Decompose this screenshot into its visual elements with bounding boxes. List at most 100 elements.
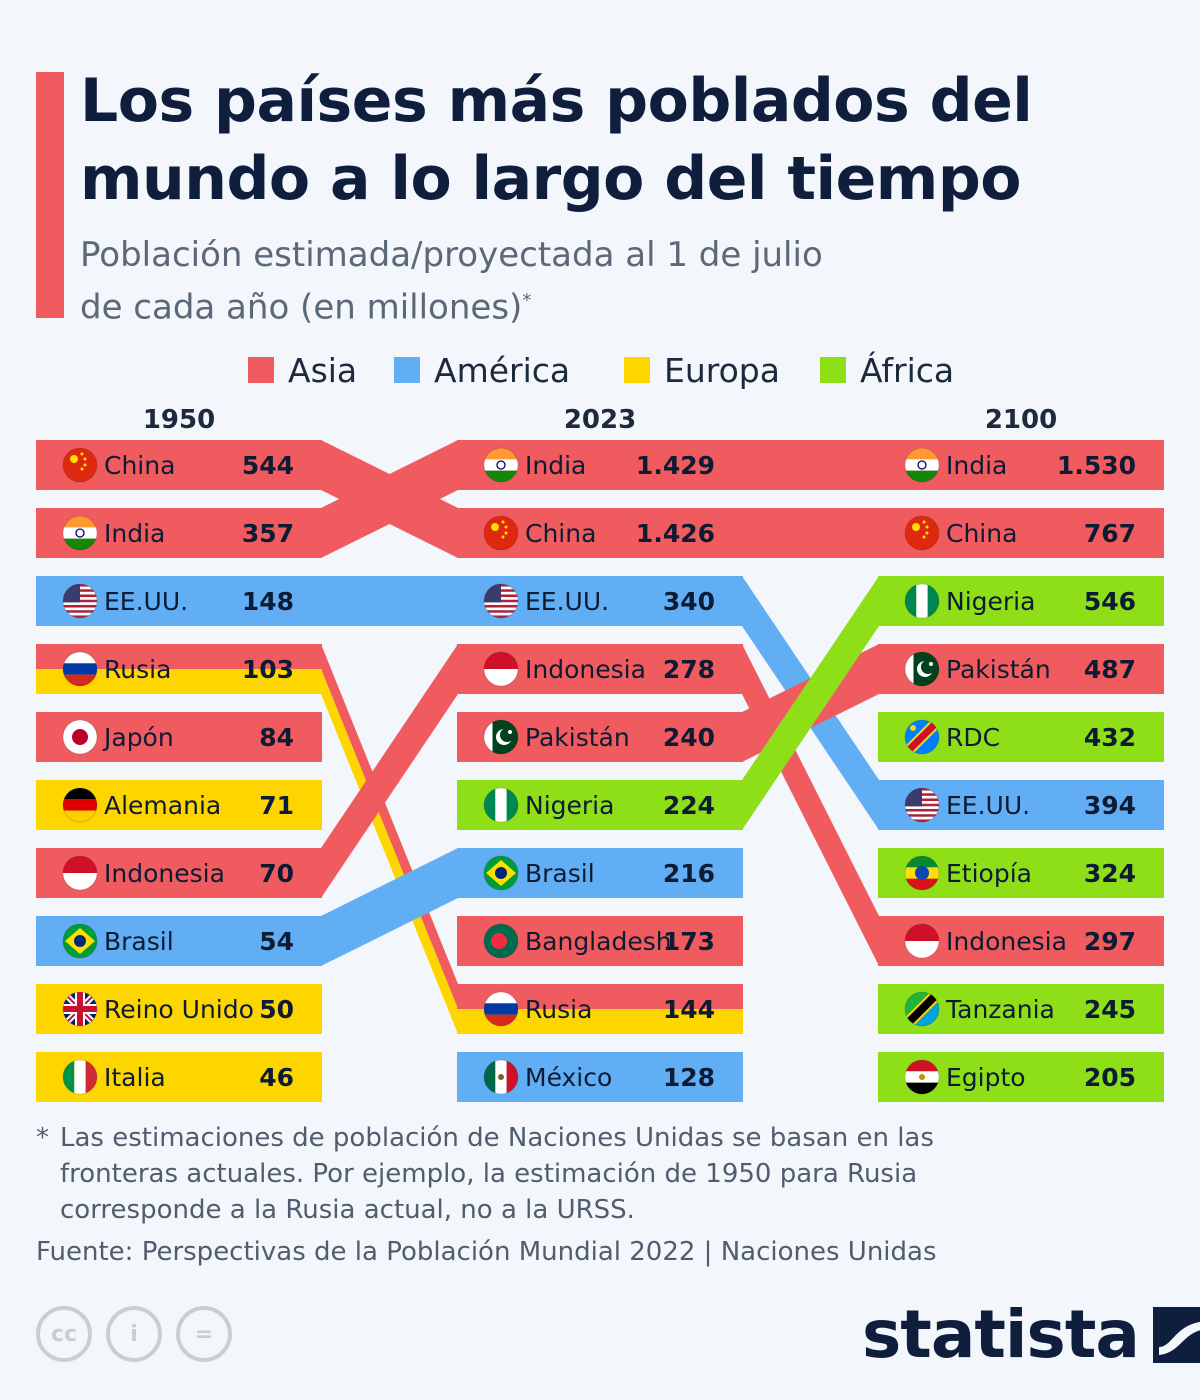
value-label-1950-japon: 84 (259, 723, 294, 752)
value-label-2023-china: 1.426 (636, 519, 715, 548)
footnote-line-2: fronteras actuales. Por ejemplo, la esti… (60, 1159, 918, 1189)
pakistan-flag-icon (904, 651, 940, 687)
country-label-2023-rusia: Rusia (525, 995, 592, 1024)
legend-label-africa: África (860, 350, 955, 390)
row-2023-china: China 1.426 (457, 508, 743, 558)
value-label-2023-rusia: 144 (663, 995, 715, 1024)
value-label-2100-india: 1.530 (1057, 451, 1136, 480)
nigeria-flag-icon (904, 583, 940, 619)
connector-indonesia-1950-2023 (321, 644, 458, 898)
license-icons: cc i = (36, 1306, 232, 1362)
value-label-2100-ee-uu: 394 (1084, 791, 1136, 820)
row-2023-ee-uu: EE.UU. 340 (457, 576, 743, 626)
russia-flag-icon (62, 651, 98, 687)
value-label-1950-rusia: 103 (242, 655, 294, 684)
country-label-1950-indonesia: Indonesia (104, 859, 225, 888)
country-label-2100-india: India (946, 451, 1007, 480)
subtitle-line-1: Población estimada/proyectada al 1 de ju… (80, 235, 823, 275)
row-2100-pakistan: Pakistán 487 (878, 644, 1164, 694)
row-2023-pakistan: Pakistán 240 (457, 712, 743, 762)
value-label-2100-egipto: 205 (1084, 1063, 1136, 1092)
value-label-1950-indonesia: 70 (259, 859, 294, 888)
country-label-2023-indonesia: Indonesia (525, 655, 646, 684)
statista-logo[interactable]: statista (862, 1296, 1200, 1373)
title-accent-bar (36, 72, 64, 318)
subtitle-footnote-mark: * (522, 290, 532, 311)
value-label-2023-indonesia: 278 (663, 655, 715, 684)
brazil-flag-icon (483, 855, 519, 891)
indonesia-flag-icon (62, 855, 98, 891)
row-2023-india: India 1.429 (457, 440, 743, 490)
value-label-2023-brasil: 216 (663, 859, 715, 888)
statista-mark-icon (1152, 1306, 1200, 1363)
connector-india-2023-2100 (742, 440, 879, 490)
country-label-2100-pakistan: Pakistán (946, 655, 1051, 684)
china-flag-icon (904, 515, 940, 551)
china-flag-icon (483, 515, 519, 551)
country-label-2100-nigeria: Nigeria (946, 587, 1035, 616)
attribution-icon[interactable]: i (106, 1306, 162, 1362)
connector-india-1950-2023 (321, 440, 458, 558)
no-derivatives-icon[interactable]: = (176, 1306, 232, 1362)
title-line-1: Los países más poblados del (80, 66, 1033, 136)
row-1950-india: India 357 (36, 508, 322, 558)
country-label-2023-mexico: México (525, 1063, 612, 1092)
india-flag-icon (904, 447, 940, 483)
subtitle-line-2: de cada año (en millones) (80, 287, 523, 328)
title-line-2: mundo a lo largo del tiempo (80, 144, 1022, 214)
row-1950-italia: Italia 46 (36, 1052, 322, 1102)
value-label-2023-ee-uu: 340 (663, 587, 715, 616)
row-2023-brasil: Brasil 216 (457, 848, 743, 898)
ethiopia-flag-icon (904, 855, 940, 891)
connector-rusia-1950-2023 (321, 644, 458, 1009)
value-label-1950-brasil: 54 (259, 927, 294, 956)
row-2100-nigeria: Nigeria 546 (878, 576, 1164, 626)
brand-name: statista (862, 1296, 1140, 1373)
nigeria-flag-icon (483, 787, 519, 823)
bangladesh-flag-icon (483, 923, 519, 959)
row-2100-etiopia: Etiopía 324 (878, 848, 1164, 898)
value-label-2100-pakistan: 487 (1084, 655, 1136, 684)
mexico-flag-icon (483, 1059, 519, 1095)
pakistan-flag-icon (483, 719, 519, 755)
country-label-2100-china: China (946, 519, 1017, 548)
value-label-2100-etiopia: 324 (1084, 859, 1136, 888)
legend-label-asia: Asia (288, 350, 358, 390)
row-2100-india: India 1.530 (878, 440, 1164, 490)
country-label-2023-china: China (525, 519, 596, 548)
legend-item-africa: África (820, 345, 954, 395)
value-label-2100-tanzania: 245 (1084, 995, 1136, 1024)
value-label-2100-nigeria: 546 (1084, 587, 1136, 616)
row-1950-reino-unido: Reino Unido 50 (36, 984, 322, 1034)
year-header-1950: 1950 (143, 405, 215, 435)
country-label-2100-rdc: RDC (946, 723, 1000, 752)
row-1950-alemania: Alemania 71 (36, 780, 322, 830)
footnote-line-1: Las estimaciones de población de Nacione… (60, 1123, 934, 1153)
value-label-1950-reino-unido: 50 (259, 995, 294, 1024)
germany-flag-icon (62, 787, 98, 823)
country-label-2023-india: India (525, 451, 586, 480)
value-label-1950-india: 357 (242, 519, 294, 548)
year-header-2023: 2023 (564, 405, 636, 435)
row-2100-china: China 767 (878, 508, 1164, 558)
value-label-2023-pakistan: 240 (663, 723, 715, 752)
country-label-1950-brasil: Brasil (104, 927, 174, 956)
value-label-2100-indonesia: 297 (1084, 927, 1136, 956)
japan-flag-icon (62, 719, 98, 755)
italy-flag-icon (62, 1059, 98, 1095)
cc-icon[interactable]: cc (36, 1306, 92, 1362)
russia-flag-icon (483, 991, 519, 1027)
indonesia-flag-icon (904, 923, 940, 959)
tanzania-flag-icon (904, 991, 940, 1027)
usa-flag-icon (483, 583, 519, 619)
connector-brasil-1950-2023 (321, 848, 458, 966)
country-label-2023-brasil: Brasil (525, 859, 595, 888)
row-1950-rusia: Rusia 103 (36, 644, 322, 694)
drc-flag-icon (904, 719, 940, 755)
legend-item-europa: Europa (624, 345, 780, 395)
footnote-line-3: corresponde a la Rusia actual, no a la U… (60, 1195, 635, 1225)
country-label-1950-italia: Italia (104, 1063, 166, 1092)
row-2023-nigeria: Nigeria 224 (457, 780, 743, 830)
connector-nigeria-2023-2100 (742, 576, 879, 830)
